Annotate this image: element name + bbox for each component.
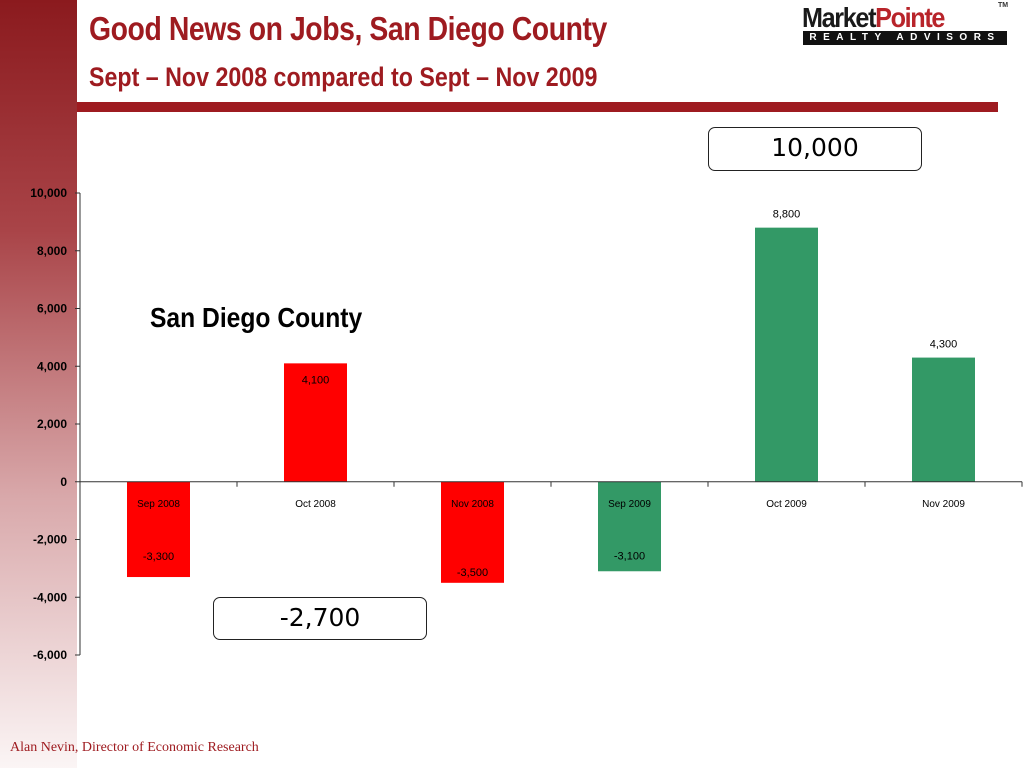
logo-word-market: Market	[802, 2, 876, 33]
y-tick-label: -2,000	[33, 533, 67, 547]
logo-tagline: REALTY ADVISORS	[803, 31, 1007, 45]
x-tick-label: Sep 2009	[608, 499, 651, 510]
region-label: San Diego County	[150, 302, 363, 333]
bar-5	[912, 357, 975, 482]
bar-0	[127, 481, 190, 578]
bar-4	[755, 227, 818, 482]
data-label: -3,500	[457, 567, 488, 579]
axis-layer	[75, 192, 1023, 656]
y-tick-label: 8,000	[37, 244, 67, 258]
data-label: -3,100	[614, 550, 645, 562]
x-tick-label: Nov 2009	[922, 499, 965, 510]
x-tick-label: Oct 2009	[766, 499, 807, 510]
y-tick-label: 0	[60, 475, 67, 489]
y-tick-label: 4,000	[37, 359, 67, 373]
callout-top: 10,000	[708, 127, 922, 171]
page-subtitle: Sept – Nov 2008 compared to Sept – Nov 2…	[89, 62, 598, 92]
data-label: 4,100	[302, 374, 330, 386]
callout-bottom: -2,700	[213, 597, 427, 640]
data-label: 4,300	[930, 339, 958, 351]
footer-author: Alan Nevin, Director of Economic Researc…	[10, 740, 259, 755]
data-label: 8,800	[773, 209, 801, 221]
marketpointe-logo: MarketPointe TM REALTY ADVISORS	[802, 2, 1008, 46]
x-tick-label: Oct 2008	[295, 499, 336, 510]
x-tick-label: Nov 2008	[451, 499, 494, 510]
logo-word-pointe: Pointe	[875, 2, 945, 33]
y-tick-label: 10,000	[30, 186, 67, 200]
page-title: Good News on Jobs, San Diego County	[89, 10, 607, 47]
labels-layer: 10,000 8,000 6,000 4,000 2,000 0 -2,000 -4,000 -…	[30, 186, 965, 662]
bar-3	[598, 481, 661, 572]
y-tick-label: 2,000	[37, 417, 67, 431]
y-tick-label: 6,000	[37, 302, 67, 316]
title-rule	[77, 102, 998, 112]
y-tick-label: -6,000	[33, 648, 67, 662]
bar-2	[441, 481, 504, 583]
x-tick-label: Sep 2008	[137, 499, 180, 510]
data-label: -3,300	[143, 551, 174, 563]
y-tick-label: -4,000	[33, 590, 67, 604]
bars-layer	[127, 227, 975, 583]
logo-trademark: TM	[998, 2, 1009, 9]
bar-1	[284, 363, 347, 482]
logo-wordmark: MarketPointe	[802, 2, 945, 34]
side-band	[0, 0, 77, 768]
